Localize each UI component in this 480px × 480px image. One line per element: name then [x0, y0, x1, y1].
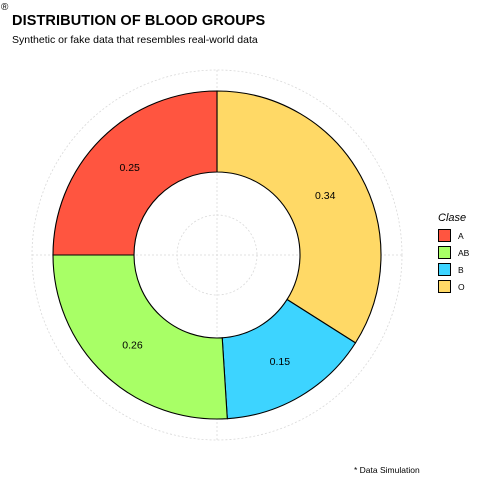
slice-o [216, 90, 382, 344]
legend-item-o: O [438, 278, 469, 295]
chart-caption: * Data Simulation [354, 465, 420, 475]
legend-swatch-o [438, 280, 451, 293]
slice-a [52, 90, 218, 256]
legend-swatch-ab [438, 246, 451, 259]
legend-title: Clase [438, 212, 467, 224]
legend-swatch-b [438, 263, 451, 276]
chart-subtitle: Synthetic or fake data that resembles re… [12, 34, 258, 46]
slice-label-b: 0.15 [270, 356, 291, 368]
legend-label-ab: AB [458, 247, 470, 258]
slice-labels: 0.34 0.15 0.26 0.25 [119, 162, 335, 368]
legend-item-ab: AB [438, 244, 469, 261]
slice-label-ab: 0.26 [122, 340, 143, 352]
legend-label-a: A [458, 230, 464, 241]
legend-item-a: A [438, 227, 469, 244]
legend-label-o: O [458, 281, 465, 292]
slice-label-a: 0.25 [119, 162, 140, 174]
slices [52, 90, 382, 420]
slice-label-o: 0.34 [315, 190, 336, 202]
registered-mark: ® [1, 2, 9, 13]
chart-title: DISTRIBUTION OF BLOOD GROUPS [12, 13, 266, 29]
slice-ab [52, 254, 228, 420]
legend-swatch-a [438, 229, 451, 242]
legend-label-b: B [458, 264, 464, 275]
legend-item-b: B [438, 261, 469, 278]
legend-items: A AB B O [438, 227, 469, 295]
legend: Clase A AB B O [438, 212, 469, 295]
